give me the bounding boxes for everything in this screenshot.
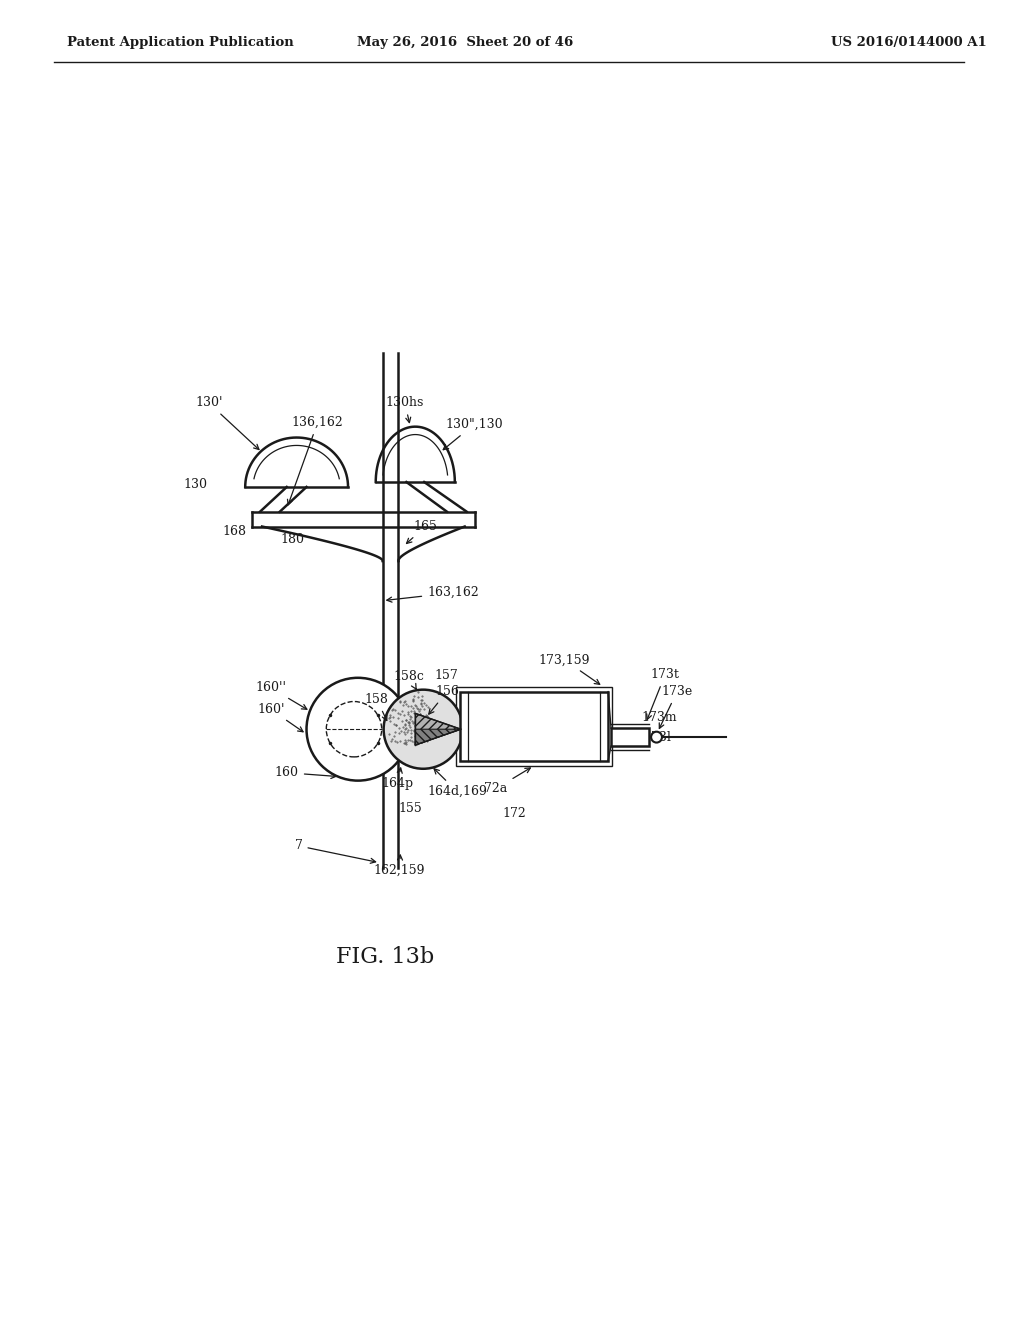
Text: 160: 160 <box>274 766 336 779</box>
Text: 155: 155 <box>398 801 422 814</box>
Bar <box>611 729 648 746</box>
Text: 162,159: 162,159 <box>374 855 425 876</box>
Text: 136,162: 136,162 <box>288 416 343 504</box>
Text: 7: 7 <box>295 840 376 863</box>
Text: 157: 157 <box>434 669 458 682</box>
Bar <box>460 692 608 760</box>
Text: Patent Application Publication: Patent Application Publication <box>68 36 294 49</box>
Text: 173t: 173t <box>647 668 680 719</box>
Text: 180: 180 <box>281 533 305 546</box>
Text: 172: 172 <box>503 807 526 820</box>
Text: 130': 130' <box>195 396 259 450</box>
Circle shape <box>306 677 410 780</box>
Text: 173e: 173e <box>659 685 692 729</box>
Circle shape <box>651 731 662 743</box>
Text: 160': 160' <box>257 704 303 731</box>
Circle shape <box>384 689 463 768</box>
Text: 130: 130 <box>183 478 208 491</box>
Polygon shape <box>416 729 461 744</box>
Text: 173m: 173m <box>642 711 677 723</box>
Text: 158c: 158c <box>393 671 424 689</box>
Text: 165: 165 <box>407 520 437 544</box>
Polygon shape <box>416 713 461 744</box>
Text: 72a: 72a <box>484 768 530 795</box>
Text: 160'': 160'' <box>255 681 307 709</box>
Text: 173l: 173l <box>644 731 672 743</box>
Text: 130",130: 130",130 <box>443 418 503 450</box>
Text: 158: 158 <box>365 693 389 721</box>
Text: 130hs: 130hs <box>386 396 424 422</box>
Text: US 2016/0144000 A1: US 2016/0144000 A1 <box>830 36 986 49</box>
Text: 168: 168 <box>222 525 247 539</box>
Text: 163,162: 163,162 <box>387 586 479 602</box>
Bar <box>456 686 612 766</box>
Text: FIG. 13b: FIG. 13b <box>337 945 435 968</box>
Text: 164p: 164p <box>382 768 414 791</box>
Text: 164d,169: 164d,169 <box>427 768 487 799</box>
Text: 173,159: 173,159 <box>539 653 600 684</box>
Text: May 26, 2016  Sheet 20 of 46: May 26, 2016 Sheet 20 of 46 <box>356 36 572 49</box>
Text: 156: 156 <box>429 685 459 714</box>
